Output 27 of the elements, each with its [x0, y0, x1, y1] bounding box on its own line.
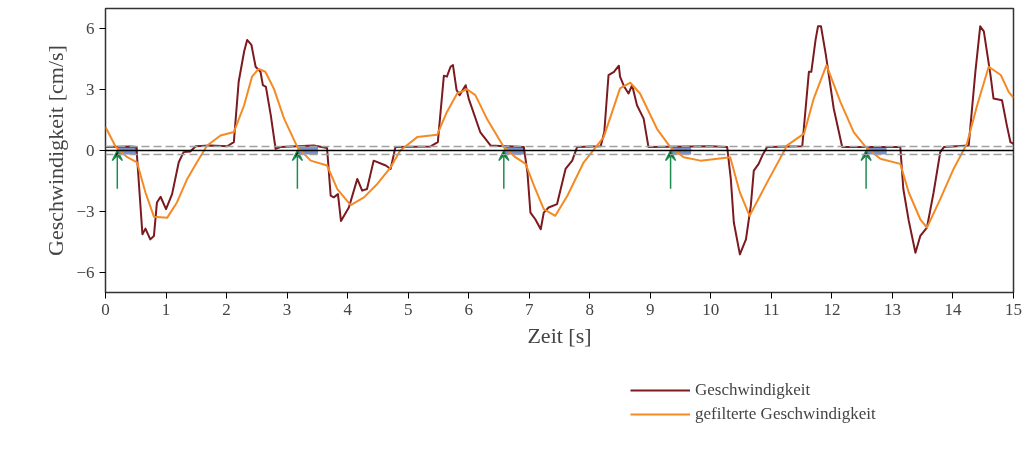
x-tick-label: 12 [823, 299, 841, 319]
x-tick-label: 3 [282, 299, 292, 319]
x-tick-label: 9 [646, 299, 655, 319]
x-tick-label: 0 [101, 299, 110, 319]
x-tick-label: 10 [702, 299, 720, 319]
legend-label: gefilterte Geschwindigkeit [695, 404, 876, 424]
x-axis-title: Zeit [s] [527, 322, 592, 348]
x-tick-label: 4 [343, 299, 353, 319]
y-tick-label: 6 [86, 19, 95, 39]
x-tick-label: 5 [403, 299, 413, 319]
y-tick-label: 0 [86, 141, 95, 160]
x-tick-label: 8 [585, 299, 595, 319]
x-tick-label: 2 [222, 299, 231, 319]
line-series [105, 64, 1014, 229]
line-series [105, 25, 1014, 256]
x-tick-label: 11 [763, 299, 780, 319]
x-tick-label: 7 [524, 299, 534, 319]
x-tick-label: 15 [1005, 299, 1022, 319]
y-axis-title: Geschwindigkeit [cm/s] [43, 45, 69, 256]
x-tick-label: 6 [464, 299, 473, 319]
y-tick-label: 3 [86, 80, 95, 100]
y-tick-label: −6 [76, 262, 95, 282]
x-tick-label: 13 [883, 299, 901, 319]
x-tick-label: 1 [161, 299, 171, 319]
x-tick-label: 14 [944, 299, 962, 319]
legend-label: Geschwindigkeit [695, 380, 811, 400]
y-tick-label: −3 [76, 201, 95, 221]
